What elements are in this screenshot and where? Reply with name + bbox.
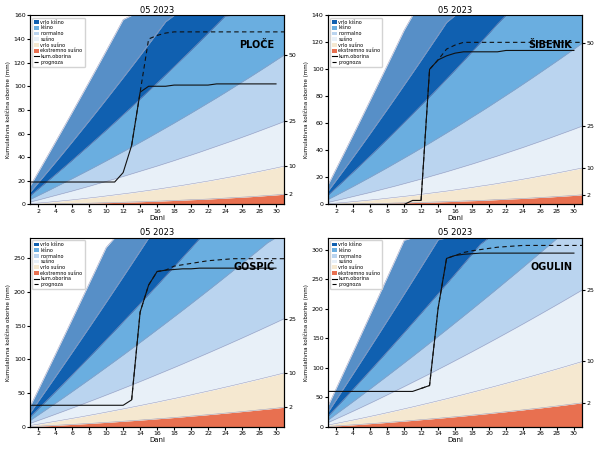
Legend: vrlo kišno, kišno, normalno, sušno, vrlo sušno, ekstremno sušno, kum.oborina, pr: vrlo kišno, kišno, normalno, sušno, vrlo…	[330, 18, 382, 67]
X-axis label: Dani: Dani	[149, 215, 165, 221]
Y-axis label: Kumulativna količina oborine (mm): Kumulativna količina oborine (mm)	[5, 62, 11, 158]
Text: PLOČE: PLOČE	[239, 40, 274, 50]
Text: GOSPIĆ: GOSPIĆ	[233, 262, 274, 273]
Title: 05 2023: 05 2023	[140, 5, 174, 14]
Title: 05 2023: 05 2023	[438, 228, 472, 237]
X-axis label: Dani: Dani	[447, 437, 463, 444]
X-axis label: Dani: Dani	[149, 437, 165, 444]
Title: 05 2023: 05 2023	[140, 228, 174, 237]
Title: 05 2023: 05 2023	[438, 5, 472, 14]
Text: OGULIN: OGULIN	[530, 262, 572, 273]
Text: ŠIBENIK: ŠIBENIK	[529, 40, 572, 50]
Legend: vrlo kišno, kišno, normalno, sušno, vrlo sušno, ekstremno sušno, kum.oborina, pr: vrlo kišno, kišno, normalno, sušno, vrlo…	[32, 240, 85, 289]
Y-axis label: Kumulativna količina oborine (mm): Kumulativna količina oborine (mm)	[304, 62, 309, 158]
Legend: vrlo kišno, kišno, normalno, sušno, vrlo sušno, ekstremno sušno, kum.oborina, pr: vrlo kišno, kišno, normalno, sušno, vrlo…	[330, 240, 382, 289]
Y-axis label: Kumulativna količina oborine (mm): Kumulativna količina oborine (mm)	[304, 284, 309, 381]
Y-axis label: Kumulativna količina oborine (mm): Kumulativna količina oborine (mm)	[5, 284, 11, 381]
Legend: vrlo kišno, kišno, normalno, sušno, vrlo sušno, ekstremno sušno, kum.oborina, pr: vrlo kišno, kišno, normalno, sušno, vrlo…	[32, 18, 85, 67]
X-axis label: Dani: Dani	[447, 215, 463, 221]
